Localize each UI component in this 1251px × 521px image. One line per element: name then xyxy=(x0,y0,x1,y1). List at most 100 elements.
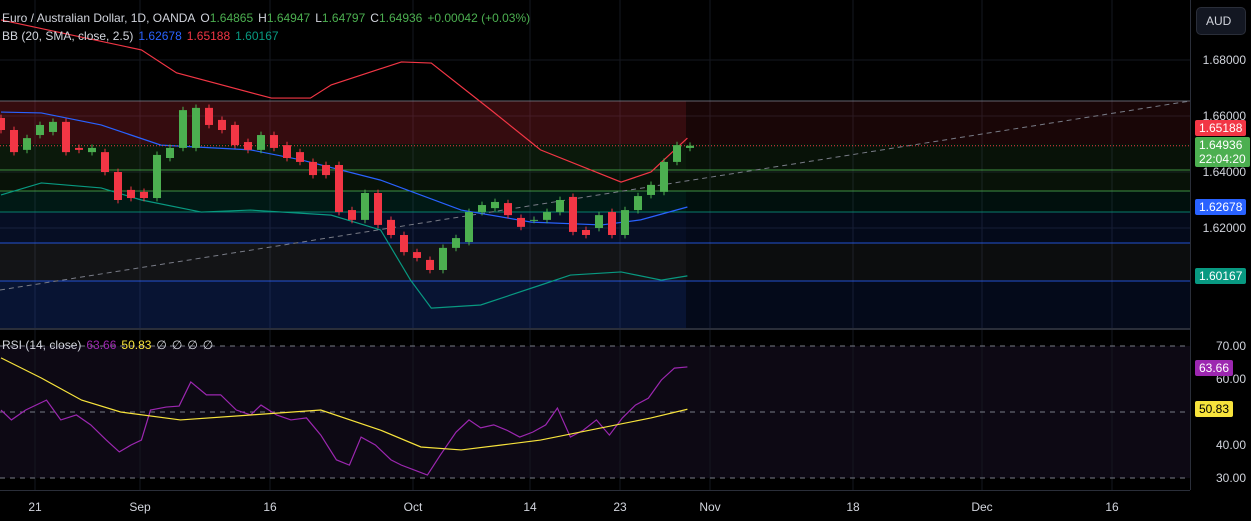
price-axis[interactable]: AUD 1.68000 1.66000 1.64000 1.62000 1.65… xyxy=(1190,0,1251,490)
candle-body xyxy=(413,252,421,258)
change-value: +0.00042 (+0.03%) xyxy=(427,11,531,25)
candle-body xyxy=(88,147,96,153)
zone-fill xyxy=(0,212,686,243)
candle-body xyxy=(166,147,174,158)
rsi-label: 63.66 xyxy=(1195,360,1234,376)
candle-body xyxy=(387,219,395,235)
time-tick: 18 xyxy=(846,500,860,514)
rsi-legend[interactable]: RSI (14, close) 63.66 50.83 ∅ ∅ ∅ ∅ xyxy=(2,338,218,352)
candle-body xyxy=(348,210,356,220)
low-label: L xyxy=(315,11,322,25)
bar-countdown: 22:04:20 xyxy=(1199,152,1246,166)
bb-lower-value: 1.60167 xyxy=(235,29,279,43)
rsi-tick: 40.00 xyxy=(1215,438,1246,452)
zone-fill xyxy=(686,281,1190,328)
zone-fill xyxy=(0,101,686,144)
na-value: ∅ xyxy=(202,338,214,352)
time-tick: Sep xyxy=(129,500,151,514)
price-tick: 1.68000 xyxy=(1202,53,1246,67)
time-tick: 14 xyxy=(523,500,537,514)
candle-body xyxy=(361,193,369,220)
candle-body xyxy=(465,212,473,242)
close-value: 1.64936 xyxy=(378,11,423,25)
candle-body xyxy=(101,152,109,172)
zone-fill xyxy=(0,281,686,328)
candle-body xyxy=(634,196,642,211)
candle-body xyxy=(153,154,161,199)
bb-upper-label: 1.65188 xyxy=(1195,120,1247,136)
candle-body xyxy=(231,124,239,146)
candle-body xyxy=(517,217,525,227)
trend-line xyxy=(0,100,1190,291)
rsi-value: 63.66 xyxy=(86,338,117,352)
price-chart[interactable] xyxy=(0,0,1190,328)
candle-body xyxy=(127,189,135,199)
currency-button[interactable]: AUD xyxy=(1196,7,1246,35)
candle-body xyxy=(556,200,564,213)
high-value: 1.64947 xyxy=(266,11,311,25)
candle-body xyxy=(439,247,447,270)
time-tick: 23 xyxy=(613,500,627,514)
bb-basis-value: 1.62678 xyxy=(138,29,182,43)
candle-body xyxy=(244,142,252,150)
rsi-ma-line xyxy=(0,357,688,451)
candle-body xyxy=(0,117,5,130)
price-pane[interactable]: Euro / Australian Dollar, 1D, OANDA O1.64… xyxy=(0,0,1190,328)
pane-separator[interactable] xyxy=(0,328,1251,330)
candle-body xyxy=(660,161,668,192)
zone-fill xyxy=(686,191,1190,212)
candle-body xyxy=(114,172,122,200)
close-label: C xyxy=(370,11,379,25)
candle-body xyxy=(426,259,434,270)
candle-body xyxy=(257,135,265,150)
candle-body xyxy=(621,210,629,235)
bb-basis-label: 1.62678 xyxy=(1195,199,1247,215)
candle-body xyxy=(335,165,343,213)
time-tick: Dec xyxy=(971,500,993,514)
na-value: ∅ xyxy=(187,338,198,352)
candle-body xyxy=(686,145,694,148)
candle-body xyxy=(647,184,655,195)
candle-body xyxy=(10,130,18,153)
high-label: H xyxy=(258,11,267,25)
rsi-name: RSI (14, close) xyxy=(2,338,82,352)
na-value: ∅ xyxy=(171,338,183,352)
zone-fill xyxy=(686,243,1190,281)
candle-body xyxy=(452,238,460,248)
bb-name: BB (20, SMA, close, 2.5) xyxy=(2,29,134,43)
candle-body xyxy=(140,191,148,199)
price-tick: 1.64000 xyxy=(1202,165,1246,179)
candle-body xyxy=(192,107,200,148)
rsi-tick: 70.00 xyxy=(1215,339,1246,353)
time-tick: 16 xyxy=(263,500,277,514)
last-price: 1.64936 xyxy=(1199,138,1243,152)
open-value: 1.64865 xyxy=(209,11,254,25)
candle-body xyxy=(530,219,538,221)
rsi-pane[interactable]: RSI (14, close) 63.66 50.83 ∅ ∅ ∅ ∅ xyxy=(0,330,1190,490)
rsi-ma-label: 50.83 xyxy=(1195,401,1234,417)
zone-fill xyxy=(686,212,1190,243)
time-tick: 16 xyxy=(1105,500,1119,514)
zone-fill xyxy=(686,170,1190,191)
na-value: ∅ xyxy=(156,338,167,352)
candle-body xyxy=(296,152,304,162)
candle-body xyxy=(218,119,226,130)
zone-fill xyxy=(0,243,686,281)
bb-upper-line xyxy=(0,19,688,183)
rsi-chart[interactable] xyxy=(0,330,1190,490)
bb-upper-value: 1.65188 xyxy=(186,29,231,43)
candle-body xyxy=(504,203,512,216)
candle-body xyxy=(569,196,577,232)
candle-body xyxy=(309,161,317,176)
rsi-line xyxy=(0,366,688,476)
candle-body xyxy=(75,147,83,150)
low-value: 1.64797 xyxy=(321,11,366,25)
candle-body xyxy=(400,235,408,253)
rsi-ma-value: 50.83 xyxy=(121,338,152,352)
candle-body xyxy=(491,201,499,209)
candle-body xyxy=(673,145,681,162)
bb-legend[interactable]: BB (20, SMA, close, 2.5) 1.62678 1.65188 1.… xyxy=(2,29,284,43)
last-price-label: 1.64936 22:04:20 xyxy=(1195,137,1250,167)
time-axis[interactable]: 21 Sep 16 Oct 14 23 Nov 18 Dec 16 xyxy=(0,490,1190,521)
candle-body xyxy=(270,135,278,148)
